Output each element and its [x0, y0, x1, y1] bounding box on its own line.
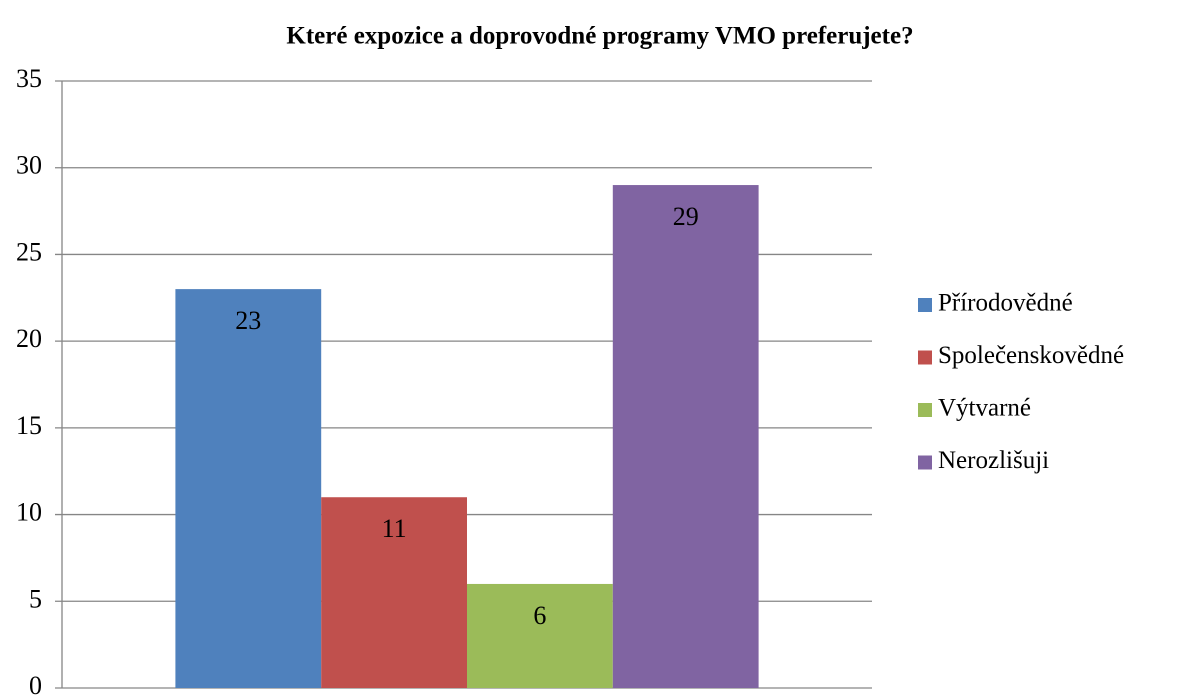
bar	[612, 185, 759, 689]
y-tick-label: 35	[16, 64, 42, 93]
y-tick-label: 20	[16, 324, 42, 353]
data-label: 23	[235, 306, 261, 335]
y-tick-label: 10	[16, 498, 42, 527]
legend-label: Přírodovědné	[938, 290, 1073, 317]
y-tick-label: 25	[16, 237, 42, 266]
legend-label: Společenskovědné	[938, 342, 1124, 369]
data-label: 11	[382, 514, 407, 543]
data-label: 6	[533, 601, 546, 630]
legend-swatch	[918, 403, 932, 417]
legend-swatch	[918, 298, 932, 312]
bar	[175, 289, 322, 688]
bar	[467, 583, 613, 688]
y-tick-label: 15	[16, 411, 42, 440]
y-tick-label: 0	[29, 671, 42, 696]
y-tick-label: 5	[29, 584, 42, 613]
legend-swatch	[918, 455, 932, 470]
legend-label: Nerozlišuji	[938, 447, 1049, 474]
chart-title: Které expozice a doprovodné programy VMO…	[286, 23, 913, 50]
bar	[321, 497, 467, 688]
legend-swatch	[918, 350, 932, 365]
data-label: 29	[673, 202, 699, 231]
y-tick-label: 30	[16, 151, 42, 180]
legend-label: Výtvarné	[938, 395, 1031, 422]
